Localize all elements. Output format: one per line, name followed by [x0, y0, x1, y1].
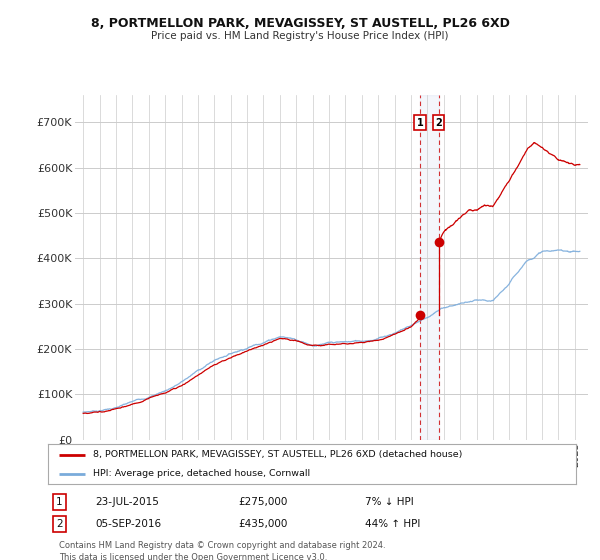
Text: Price paid vs. HM Land Registry's House Price Index (HPI): Price paid vs. HM Land Registry's House … [151, 31, 449, 41]
Text: 05-SEP-2016: 05-SEP-2016 [95, 519, 161, 529]
Text: 1: 1 [56, 497, 63, 507]
Text: 8, PORTMELLON PARK, MEVAGISSEY, ST AUSTELL, PL26 6XD: 8, PORTMELLON PARK, MEVAGISSEY, ST AUSTE… [91, 17, 509, 30]
Text: £275,000: £275,000 [238, 497, 287, 507]
Text: 7% ↓ HPI: 7% ↓ HPI [365, 497, 413, 507]
Text: HPI: Average price, detached house, Cornwall: HPI: Average price, detached house, Corn… [93, 469, 310, 478]
Text: 2: 2 [56, 519, 63, 529]
Text: 44% ↑ HPI: 44% ↑ HPI [365, 519, 420, 529]
Text: 2: 2 [435, 118, 442, 128]
Text: 1: 1 [416, 118, 424, 128]
Text: £435,000: £435,000 [238, 519, 287, 529]
Text: 23-JUL-2015: 23-JUL-2015 [95, 497, 160, 507]
Bar [420, 95, 439, 440]
Text: Contains HM Land Registry data © Crown copyright and database right 2024.
This d: Contains HM Land Registry data © Crown c… [59, 541, 385, 560]
Text: 8, PORTMELLON PARK, MEVAGISSEY, ST AUSTELL, PL26 6XD (detached house): 8, PORTMELLON PARK, MEVAGISSEY, ST AUSTE… [93, 450, 462, 459]
